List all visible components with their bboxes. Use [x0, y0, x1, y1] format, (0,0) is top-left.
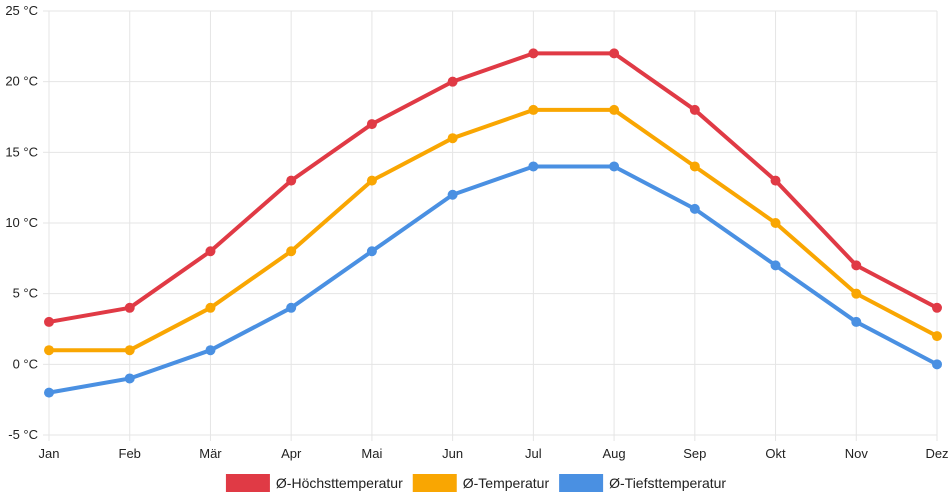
data-point[interactable] — [609, 161, 620, 172]
data-point[interactable] — [286, 175, 297, 186]
data-point[interactable] — [205, 345, 216, 356]
data-point[interactable] — [366, 246, 377, 257]
series-1 — [44, 104, 942, 356]
data-point[interactable] — [44, 345, 54, 356]
x-tick-label: Jun — [442, 446, 463, 461]
data-point[interactable] — [851, 288, 862, 299]
data-point[interactable] — [851, 260, 862, 271]
data-point[interactable] — [44, 387, 54, 398]
data-point[interactable] — [286, 302, 297, 313]
legend-swatch — [225, 474, 270, 492]
x-tick-label: Okt — [765, 446, 786, 461]
data-point[interactable] — [528, 104, 539, 115]
data-point[interactable] — [932, 331, 942, 342]
data-point[interactable] — [286, 246, 297, 257]
legend-swatch — [412, 474, 457, 492]
data-point[interactable] — [366, 175, 377, 186]
y-tick-label: 15 °C — [5, 144, 38, 159]
x-tick-label: Apr — [281, 446, 302, 461]
legend-label: Ø-Tiefsttemperatur — [609, 475, 726, 491]
x-tick-label: Mai — [361, 446, 382, 461]
legend: Ø-Höchsttemperatur Ø-Temperatur Ø-Tiefstte… — [225, 474, 726, 492]
legend-label: Ø-Höchsttemperatur — [276, 475, 403, 491]
y-tick-label: 20 °C — [5, 74, 38, 89]
series-2 — [44, 161, 942, 398]
data-point[interactable] — [689, 104, 700, 115]
x-tick-label: Aug — [603, 446, 626, 461]
y-tick-label: 5 °C — [13, 286, 38, 301]
series-layer — [44, 48, 942, 398]
legend-item[interactable]: Ø-Höchsttemperatur — [225, 474, 403, 492]
data-point[interactable] — [124, 373, 135, 384]
data-point[interactable] — [366, 119, 377, 130]
data-point[interactable] — [932, 302, 942, 313]
y-tick-label: 25 °C — [5, 3, 38, 18]
series-0 — [44, 48, 942, 327]
data-point[interactable] — [770, 175, 781, 186]
x-tick-label: Mär — [199, 446, 222, 461]
legend-swatch — [559, 474, 604, 492]
data-point[interactable] — [770, 218, 781, 228]
legend-item[interactable]: Ø-Tiefsttemperatur — [559, 474, 726, 492]
grid-lines — [48, 10, 938, 441]
legend-label: Ø-Temperatur — [463, 475, 550, 491]
x-tick-label: Jul — [525, 446, 542, 461]
x-tick-label: Dez — [925, 446, 948, 461]
data-point[interactable] — [770, 260, 781, 271]
x-tick-label: Nov — [845, 446, 869, 461]
y-axis: -5 °C 0 °C 5 °C 10 °C 15 °C 20 °C 25 °C — [5, 3, 49, 442]
legend-item[interactable]: Ø-Temperatur — [412, 474, 550, 492]
series-line — [47, 107, 939, 353]
data-point[interactable] — [44, 316, 54, 327]
data-point[interactable] — [205, 246, 216, 257]
series-line — [47, 164, 939, 395]
x-tick-label: Jan — [39, 446, 60, 461]
data-point[interactable] — [689, 203, 700, 214]
data-point[interactable] — [124, 345, 135, 356]
series-line — [47, 51, 939, 324]
x-tick-label: Feb — [119, 446, 141, 461]
x-axis: Jan Feb Mär Apr Mai Jun Jul Aug Sep Okt Nov Dez — [39, 446, 949, 461]
x-tick-label: Sep — [683, 446, 706, 461]
data-point[interactable] — [851, 316, 862, 327]
y-tick-label: -5 °C — [8, 427, 38, 442]
data-point[interactable] — [447, 189, 458, 200]
y-tick-label: 0 °C — [13, 356, 38, 371]
data-point[interactable] — [689, 161, 700, 172]
data-point[interactable] — [447, 76, 458, 87]
data-point[interactable] — [205, 302, 216, 313]
data-point[interactable] — [447, 133, 458, 144]
data-point[interactable] — [528, 161, 539, 172]
data-point[interactable] — [528, 48, 539, 59]
data-point[interactable] — [932, 359, 942, 370]
data-point[interactable] — [609, 48, 620, 59]
data-point[interactable] — [609, 104, 620, 115]
y-tick-label: 10 °C — [5, 215, 38, 230]
data-point[interactable] — [124, 302, 135, 313]
